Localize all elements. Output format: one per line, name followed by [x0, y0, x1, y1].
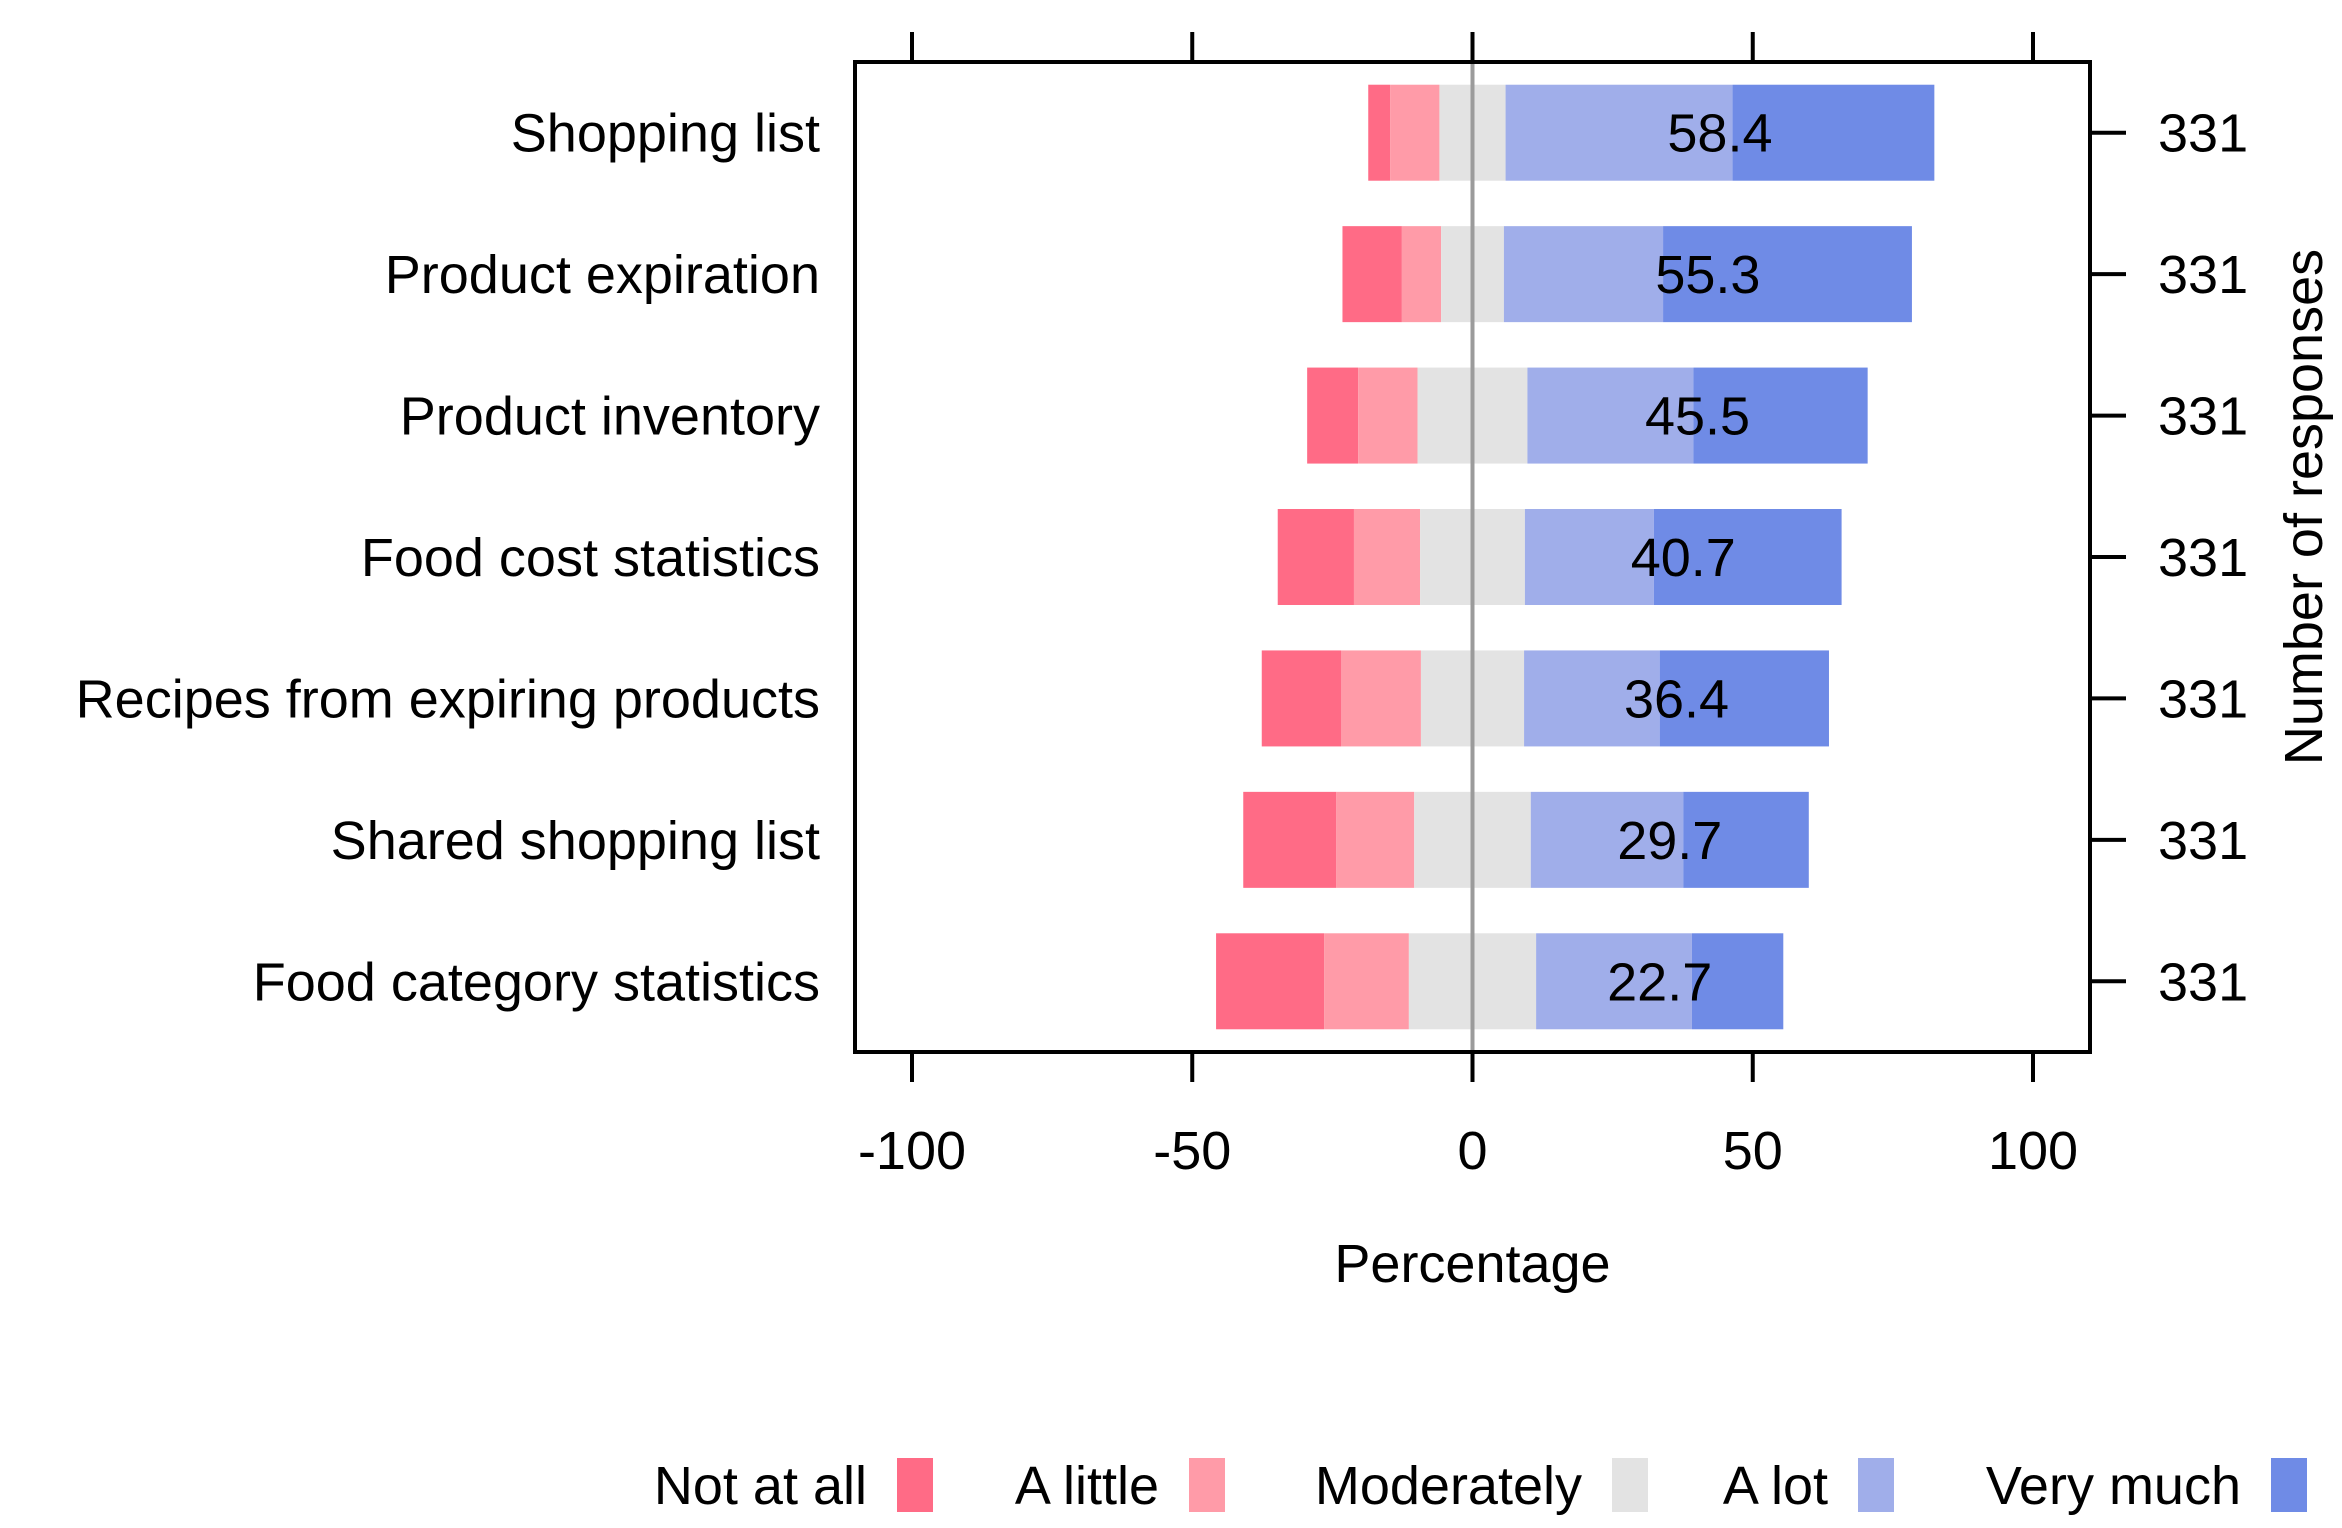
x-axis-label: Percentage — [1334, 1234, 1610, 1294]
legend-label: Moderately — [1315, 1456, 1582, 1516]
response-count: 331 — [2158, 245, 2248, 305]
right-axis-label: Number of responses — [2274, 249, 2334, 765]
category-label: Product inventory — [400, 387, 820, 447]
legend-swatch — [897, 1458, 933, 1512]
bar-very-much — [1732, 84, 1935, 181]
category-label: Food category statistics — [253, 952, 820, 1012]
category-label: Recipes from expiring products — [76, 669, 820, 729]
bar-a-little — [1341, 650, 1421, 747]
bar-a-little — [1358, 367, 1418, 464]
category-label: Shopping list — [511, 104, 820, 164]
bar-not-at-all — [1342, 226, 1402, 323]
bar-a-little — [1324, 933, 1409, 1030]
bar-a-little — [1353, 509, 1421, 605]
response-count: 331 — [2158, 811, 2248, 871]
bar-not-at-all — [1216, 933, 1325, 1030]
bar-a-lot — [1527, 367, 1694, 464]
bar-very-much — [1691, 933, 1784, 1030]
bar-not-at-all — [1243, 791, 1337, 888]
x-tick-label: 100 — [1988, 1121, 2078, 1181]
bar-very-much — [1659, 650, 1829, 747]
legend-label: Very much — [1986, 1456, 2241, 1516]
bar-a-lot — [1503, 226, 1664, 323]
data-label: 36.4 — [1624, 669, 1729, 729]
x-tick-label: -100 — [858, 1121, 966, 1181]
data-label: 22.7 — [1607, 952, 1712, 1012]
bar-a-little — [1401, 226, 1442, 323]
legend-swatch — [1858, 1458, 1894, 1512]
bar-not-at-all — [1261, 650, 1342, 747]
data-label: 40.7 — [1631, 528, 1736, 588]
bar-not-at-all — [1277, 509, 1354, 605]
data-label: 55.3 — [1655, 245, 1760, 305]
bar-a-lot — [1536, 933, 1692, 1030]
axis-ticks: -100 -50 0 50 100 — [858, 32, 2078, 1181]
legend-swatch — [1612, 1458, 1648, 1512]
response-count-labels: 331 331 331 331 331 331 331 — [2090, 104, 2248, 1012]
bar-a-little — [1390, 84, 1440, 181]
legend-label: A little — [1015, 1456, 1159, 1516]
data-label: 29.7 — [1617, 811, 1722, 871]
response-count: 331 — [2158, 952, 2248, 1012]
category-label: Product expiration — [385, 245, 820, 305]
x-tick-label: 0 — [1457, 1121, 1487, 1181]
response-count: 331 — [2158, 104, 2248, 164]
legend-swatch — [2271, 1458, 2307, 1512]
bar-a-lot — [1524, 650, 1660, 747]
category-label: Food cost statistics — [361, 528, 820, 588]
data-label: 58.4 — [1667, 104, 1772, 164]
x-tick-label: -50 — [1153, 1121, 1231, 1181]
bar-a-lot — [1524, 509, 1654, 605]
response-count: 331 — [2158, 387, 2248, 447]
response-count: 331 — [2158, 669, 2248, 729]
bar-very-much — [1653, 509, 1842, 605]
data-label: 45.5 — [1645, 387, 1750, 447]
bar-very-much — [1683, 791, 1809, 888]
bars-layer — [1216, 84, 1935, 1030]
legend-label: Not at all — [654, 1456, 867, 1516]
bar-a-lot — [1530, 791, 1684, 888]
category-label: Shared shopping list — [331, 811, 820, 871]
bar-not-at-all — [1368, 84, 1391, 181]
data-labels: 58.4 55.3 45.5 40.7 36.4 29.7 22.7 — [1607, 104, 1772, 1013]
legend-swatch — [1189, 1458, 1225, 1512]
bar-not-at-all — [1307, 367, 1359, 464]
bar-very-much — [1663, 226, 1912, 323]
bar-a-little — [1336, 791, 1415, 888]
x-tick-label: 50 — [1723, 1121, 1783, 1181]
legend: Not at all A little Moderately A lot Very mu… — [654, 1456, 2307, 1516]
category-labels: Shopping list Product expiration Product i… — [76, 104, 820, 1013]
response-count: 331 — [2158, 528, 2248, 588]
bar-a-lot — [1505, 84, 1733, 181]
bar-very-much — [1693, 367, 1868, 464]
legend-label: A lot — [1723, 1456, 1828, 1516]
